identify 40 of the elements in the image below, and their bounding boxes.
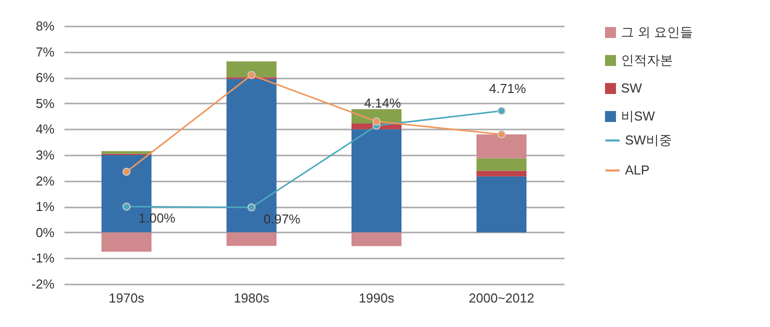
legend-label: 그 외 요인들 — [621, 24, 694, 40]
bar — [476, 170, 526, 176]
y-tick-label: -2% — [31, 276, 55, 292]
bar — [476, 134, 526, 158]
bar — [352, 129, 402, 232]
point — [122, 168, 131, 176]
bar — [102, 232, 152, 252]
y-tick-label: 3% — [36, 148, 55, 162]
y-tick-label: 1% — [36, 199, 55, 214]
bar — [476, 158, 526, 171]
bar — [476, 176, 526, 232]
y-tick-label: 8% — [36, 18, 55, 34]
point — [372, 117, 381, 126]
legend-label: ALP — [625, 162, 650, 178]
y-tick-label: 6% — [36, 70, 55, 86]
y-tick-label: -1% — [31, 250, 55, 266]
legend-label: 인적자본 — [621, 52, 673, 68]
bar — [102, 151, 152, 154]
point — [247, 203, 256, 212]
bar — [226, 61, 276, 78]
point — [497, 106, 506, 115]
y-tick-label: 7% — [36, 44, 55, 60]
x-tick-label: 1980s — [234, 290, 270, 306]
point — [122, 202, 131, 211]
data-label: 4.14% — [364, 96, 402, 111]
point — [247, 70, 256, 80]
y-tick-label: 5% — [36, 96, 55, 111]
point — [497, 130, 506, 138]
legend-label: 비SW — [621, 108, 656, 124]
y-tick-label: 0% — [36, 224, 55, 240]
x-tick-label: 2000~2012 — [468, 290, 534, 306]
legend-label: SW — [621, 80, 643, 96]
x-tick-label: 1970s — [108, 290, 145, 306]
x-tick-label: 1990s — [358, 290, 395, 306]
bar — [352, 232, 402, 246]
y-tick-label: 2% — [36, 173, 55, 188]
y-tick-label: 4% — [36, 122, 55, 137]
legend-label: SW비중 — [625, 132, 672, 148]
data-label: 4.71% — [489, 80, 526, 96]
bar — [226, 232, 276, 246]
